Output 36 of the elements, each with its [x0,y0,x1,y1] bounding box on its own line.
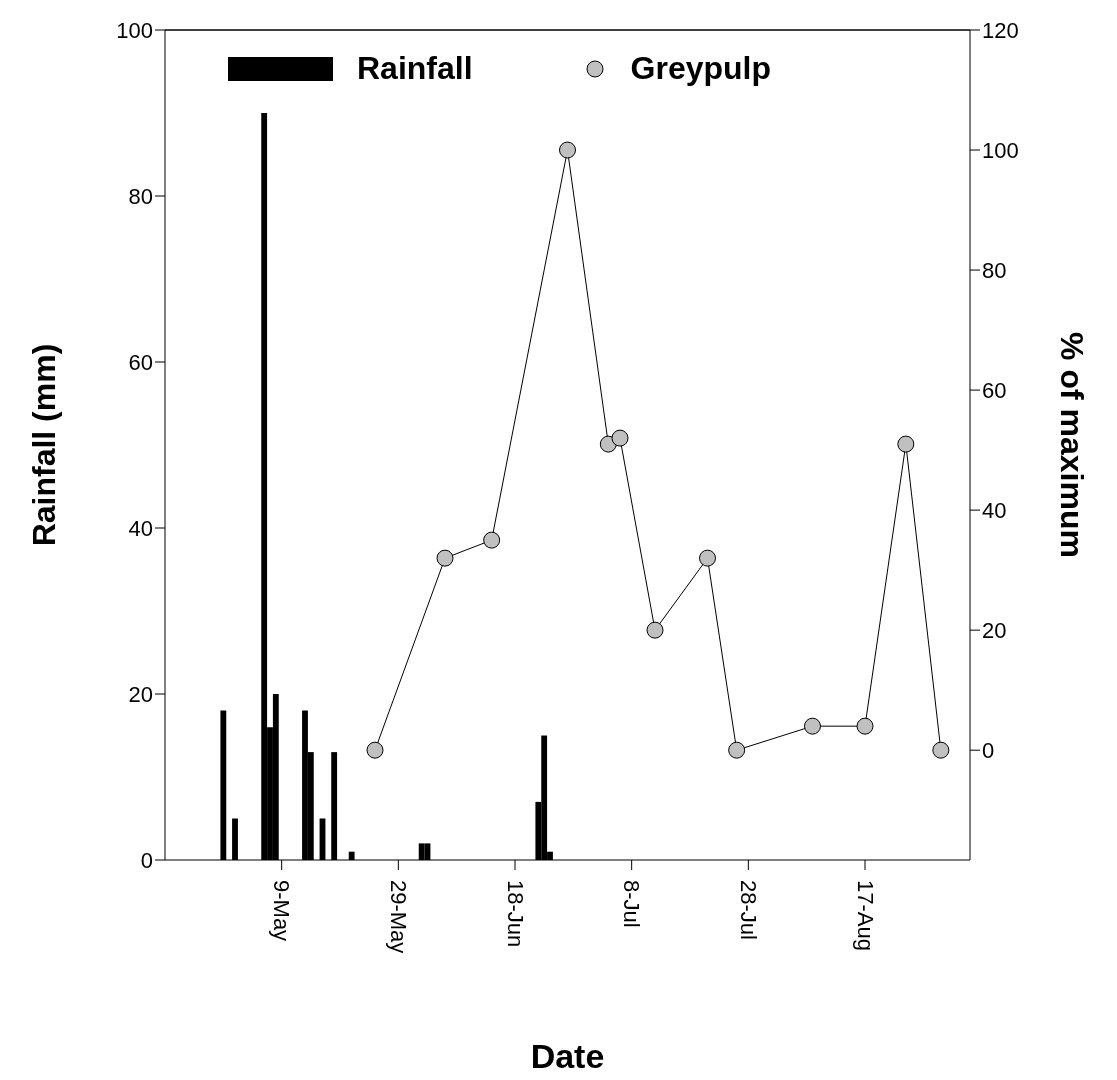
point [932,741,950,759]
point [856,717,874,735]
y2-axis-title: % of maximum [1053,332,1090,558]
y-axis-title: Rainfall (mm) [26,343,63,547]
point [611,429,629,447]
legend-label: Rainfall [357,50,473,87]
y-tick-label: 0 [140,847,153,873]
y2-tick-label: 120 [982,17,1019,43]
point [804,717,821,735]
y-tick-label: 40 [128,515,153,541]
point [646,621,664,639]
x-tick-label: 18-Jun [502,880,528,948]
y-tick-label: 20 [128,681,153,707]
point [559,141,576,159]
y-tick-label: 80 [128,183,153,209]
point [483,531,501,549]
point [366,741,384,759]
y2-tick-label: 20 [982,617,1007,643]
y2-tick-label: 100 [982,137,1019,163]
x-tick-label: 28-Jul [735,880,761,940]
y-tick-label: 100 [116,17,153,43]
legend-label: Greypulp [630,50,772,87]
point [699,549,716,567]
point [728,741,746,759]
y2-tick-label: 0 [982,737,995,763]
point [436,549,454,567]
x-tick-label: 8-Jul [619,880,645,928]
y2-tick-label: 40 [982,497,1007,523]
x-tick-label: 9-May [269,880,295,942]
x-tick-label: 17-Aug [852,880,878,951]
y2-tick-label: 60 [982,377,1007,403]
y2-tick-label: 80 [982,257,1007,283]
x-axis-title: Date [530,1037,605,1075]
point [897,435,915,453]
x-tick-label: 29-May [385,880,411,954]
y-tick-label: 60 [128,349,153,375]
